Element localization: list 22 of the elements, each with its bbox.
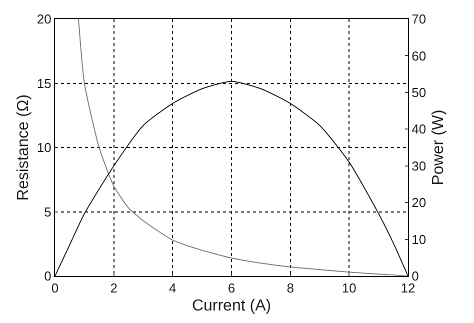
y2-tick-label: 10 bbox=[412, 232, 426, 247]
x-tick-label: 6 bbox=[228, 280, 236, 296]
x-tick-label: 2 bbox=[110, 280, 118, 296]
y2-tick-label: 50 bbox=[412, 84, 426, 100]
x-tick-label: 10 bbox=[342, 280, 356, 296]
y-axis-title: Resistance (Ω) bbox=[14, 94, 32, 201]
y2-tick-label: 40 bbox=[412, 122, 426, 137]
y2-tick-label: 60 bbox=[412, 48, 426, 64]
y2-tick-label: 70 bbox=[412, 12, 426, 27]
y2-tick-label: 30 bbox=[412, 158, 426, 174]
y-tick-label: 5 bbox=[44, 204, 52, 220]
y-tick-label: 20 bbox=[36, 12, 52, 27]
y-tick-label: 10 bbox=[36, 140, 52, 156]
y2-tick-label: 20 bbox=[412, 195, 426, 210]
y2-axis-title: Power (W) bbox=[430, 110, 447, 186]
y-tick-label: 15 bbox=[36, 76, 52, 91]
x-axis-title: Current (A) bbox=[192, 297, 272, 314]
x-tick-label: 8 bbox=[286, 280, 294, 296]
y-tick-label: 0 bbox=[44, 268, 52, 284]
x-tick-label: 4 bbox=[169, 280, 176, 296]
line-series bbox=[55, 80, 408, 276]
line-series bbox=[78, 19, 408, 276]
